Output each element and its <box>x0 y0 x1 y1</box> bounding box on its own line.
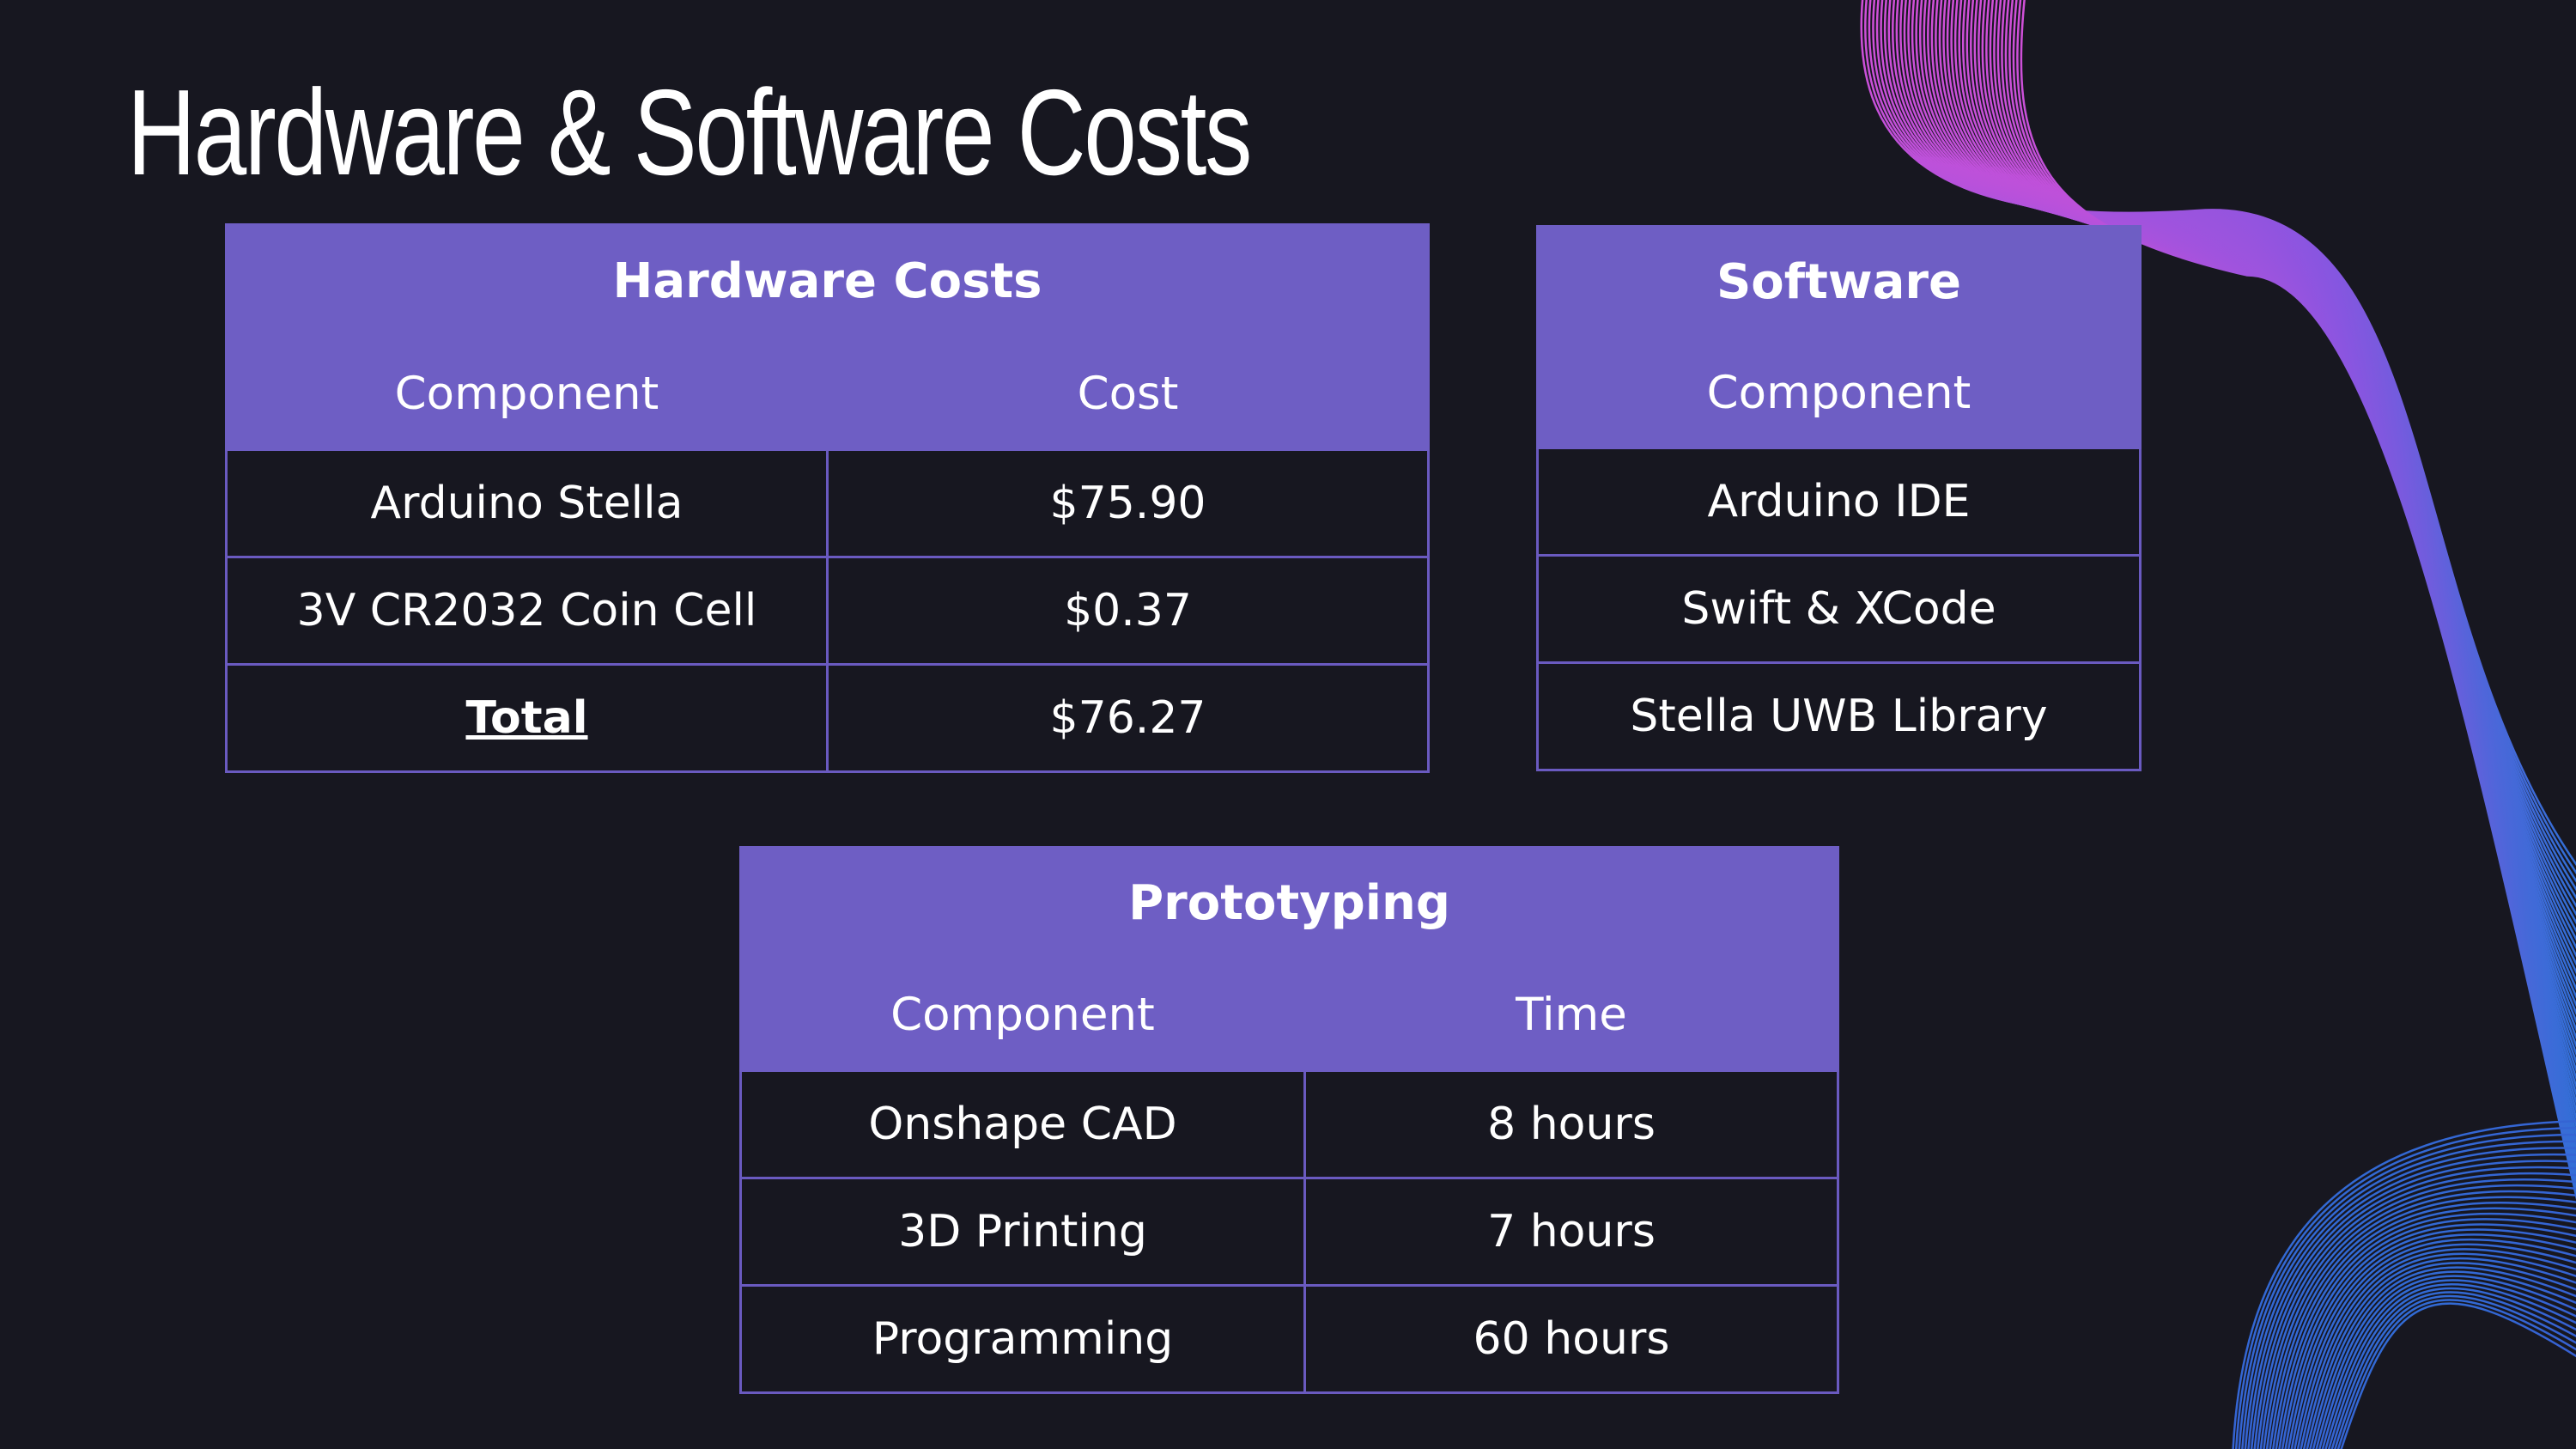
hardware-costs-table: Hardware Costs Component Cost Arduino St… <box>224 223 1431 773</box>
column-header: Time <box>1303 958 1840 1072</box>
table-caption: Prototyping <box>738 846 1840 960</box>
wave-line <box>2253 1166 2576 1449</box>
table-cell: $0.37 <box>825 556 1431 666</box>
table-caption: Hardware Costs <box>224 223 1431 339</box>
wave-line <box>2309 1262 2576 1449</box>
wave-line <box>2259 1178 2576 1449</box>
table-row: 3D Printing 7 hours <box>739 1177 1840 1287</box>
table-caption: Software <box>1536 225 2142 339</box>
table-cell: 60 hours <box>1303 1284 1840 1394</box>
table-cell: Swift & XCode <box>1536 554 2142 664</box>
top-right-wave <box>1860 0 2576 1200</box>
wave-line <box>2238 1133 2576 1449</box>
bottom-right-wave <box>2232 1120 2576 1449</box>
table-cell: 3V CR2032 Coin Cell <box>225 556 829 666</box>
table-row: Programming 60 hours <box>739 1284 1840 1394</box>
wave-line <box>2336 1299 2576 1449</box>
column-header: Component <box>225 337 829 451</box>
wave-line <box>2340 1302 2576 1449</box>
table-cell: Programming <box>739 1284 1306 1394</box>
table-row: Total $76.27 <box>225 663 1431 773</box>
wave-line <box>2315 1270 2576 1449</box>
wave-line <box>2293 1238 2576 1449</box>
wave-line <box>2250 1160 2576 1449</box>
wave-line <box>2324 1283 2576 1449</box>
wave-line <box>2318 1275 2576 1449</box>
column-header: Component <box>739 958 1306 1072</box>
wave-line <box>2284 1223 2576 1449</box>
page-title: Hardware & Software Costs <box>127 64 1252 201</box>
table-row: Stella UWB Library <box>1536 661 2142 771</box>
table-row: Arduino Stella $75.90 <box>225 448 1431 558</box>
wave-line <box>2327 1287 2576 1449</box>
wave-line <box>2257 1172 2576 1449</box>
software-table: Software Component Arduino IDE Swift & X… <box>1536 225 2142 771</box>
wave-line <box>2306 1257 2576 1449</box>
table-row: 3V CR2032 Coin Cell $0.37 <box>225 556 1431 666</box>
wave-line <box>2235 1126 2576 1449</box>
column-header: Cost <box>825 337 1431 451</box>
wave-line <box>2321 1279 2576 1449</box>
table-cell: Arduino IDE <box>1536 447 2142 557</box>
wave-line <box>2241 1140 2576 1449</box>
wave-line <box>2232 1120 2576 1449</box>
table-row: Swift & XCode <box>1536 554 2142 664</box>
wave-line <box>2263 1184 2576 1449</box>
wave-line <box>2269 1196 2576 1449</box>
column-header: Component <box>1536 337 2142 449</box>
table-cell: 3D Printing <box>739 1177 1306 1287</box>
total-label: Total <box>225 663 829 773</box>
wave-line <box>2020 0 2576 1200</box>
table-cell: $75.90 <box>825 448 1431 558</box>
prototyping-table: Prototyping Component Time Onshape CAD 8… <box>738 846 1840 1394</box>
wave-line <box>2290 1233 2576 1449</box>
total-value: $76.27 <box>825 663 1431 773</box>
wave-line <box>2296 1243 2576 1449</box>
table-cell: Onshape CAD <box>739 1069 1306 1179</box>
wave-line <box>2247 1153 2576 1449</box>
wave-line <box>2278 1212 2576 1449</box>
table-row: Arduino IDE <box>1536 447 2142 557</box>
table-cell: 8 hours <box>1303 1069 1840 1179</box>
table-cell: Arduino Stella <box>225 448 829 558</box>
wave-line <box>2287 1228 2576 1449</box>
wave-line <box>2303 1252 2576 1449</box>
wave-line <box>2281 1218 2576 1449</box>
wave-line <box>2330 1291 2576 1449</box>
wave-line <box>2334 1294 2576 1449</box>
wave-line <box>2265 1190 2576 1449</box>
wave-line <box>2272 1202 2576 1449</box>
table-cell: 7 hours <box>1303 1177 1840 1287</box>
wave-line <box>2300 1248 2576 1449</box>
wave-line <box>2312 1266 2576 1449</box>
wave-line <box>2275 1207 2576 1449</box>
wave-line <box>2244 1147 2576 1449</box>
table-cell: Stella UWB Library <box>1536 661 2142 771</box>
table-row: Onshape CAD 8 hours <box>739 1069 1840 1179</box>
